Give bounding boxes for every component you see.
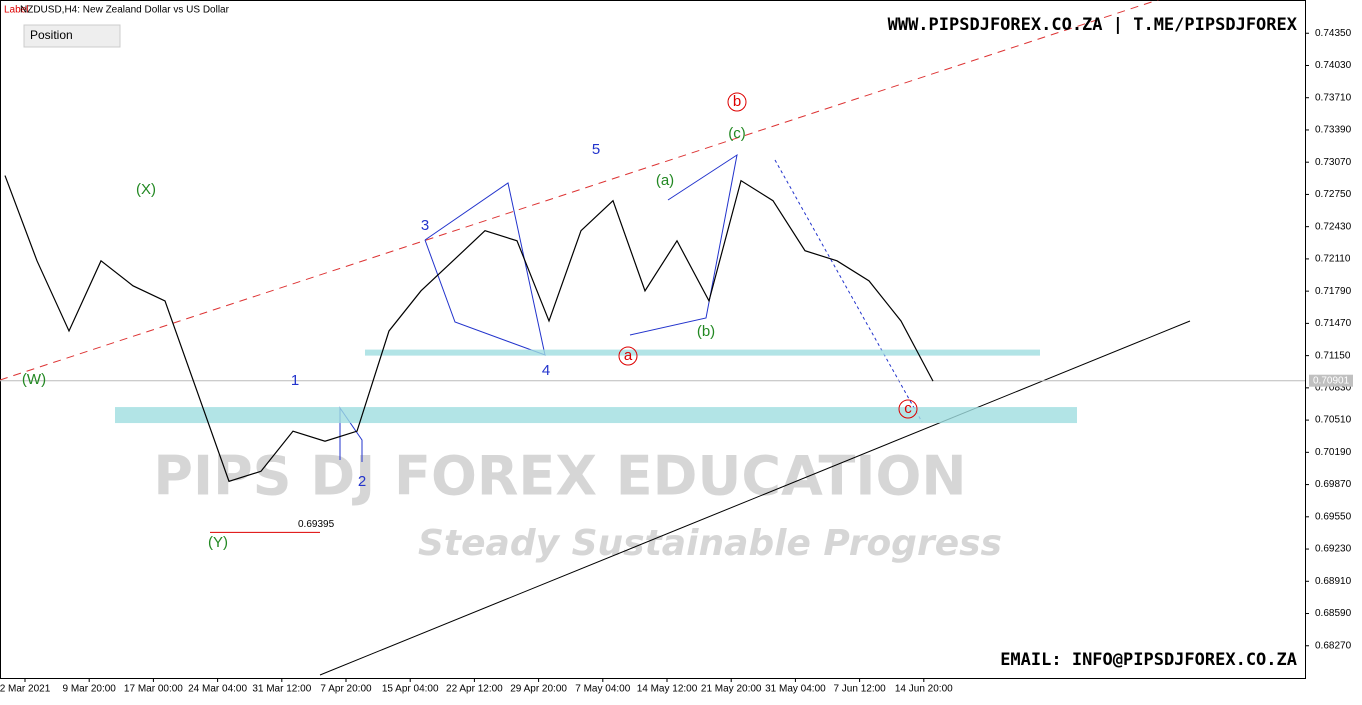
support-zone (365, 349, 1040, 356)
y-tick-label: 0.74350 (1315, 28, 1352, 39)
watermark: PIPS DJ FOREX EDUCATION (153, 445, 966, 508)
position-label[interactable]: Position (30, 28, 73, 42)
wave-line (774, 159, 923, 423)
y-tick-label: 0.72750 (1315, 189, 1352, 200)
wave-label: (W) (22, 371, 46, 388)
wave-label: a (624, 347, 633, 364)
label-tag: Label (4, 5, 28, 16)
y-tick-label: 0.72430 (1315, 221, 1352, 232)
wave-label: 2 (358, 473, 366, 490)
wave-label: (c) (728, 125, 746, 142)
x-tick-label: 14 Jun 20:00 (895, 684, 953, 695)
footer: EMAIL: INFO@PIPSDJFOREX.CO.ZA (1000, 650, 1297, 670)
x-tick-label: 24 Mar 04:00 (188, 684, 247, 695)
wave-label: 5 (592, 141, 600, 158)
y-tick-label: 0.73710 (1315, 92, 1352, 103)
y-tick-label: 0.70190 (1315, 447, 1352, 458)
wave-box (339, 406, 363, 462)
y-tick-label: 0.68590 (1315, 608, 1352, 619)
wave-box (629, 153, 738, 336)
y-tick-label: 0.71470 (1315, 318, 1352, 329)
wave-label: 4 (542, 362, 550, 379)
y-tick-label: 0.72110 (1315, 254, 1351, 265)
wave-label: c (904, 400, 912, 417)
y-tick-label: 0.74030 (1315, 60, 1352, 71)
x-tick-label: 15 Apr 04:00 (382, 684, 439, 695)
wave-label: 1 (291, 372, 299, 389)
y-tick-label: 0.68910 (1315, 576, 1352, 587)
x-tick-label: 9 Mar 20:00 (63, 684, 117, 695)
wave-circle (727, 92, 747, 112)
wave-label: b (733, 93, 741, 110)
x-tick-label: 7 Apr 20:00 (320, 684, 372, 695)
support-zone (115, 407, 1077, 424)
trend-line (319, 320, 1191, 676)
x-tick-label: 7 Jun 12:00 (833, 684, 886, 695)
y-tick-label: 0.69870 (1315, 479, 1352, 490)
header: WWW.PIPSDJFOREX.CO.ZA | T.ME/PIPSDJFOREX (888, 15, 1298, 35)
channel-line (0, 0, 1160, 381)
y-tick-label: 0.70510 (1315, 415, 1352, 426)
x-tick-label: 22 Apr 12:00 (446, 684, 503, 695)
position-button[interactable] (23, 24, 121, 48)
y-tick-label: 0.73390 (1315, 125, 1352, 136)
x-tick-label: 29 Apr 20:00 (510, 684, 567, 695)
wave-circle (618, 346, 638, 366)
chart-title: NZDUSD,H4: New Zealand Dollar vs US Doll… (20, 5, 230, 16)
wave-label: (Y) (208, 534, 228, 551)
y-tick-label: 0.73070 (1315, 157, 1352, 168)
wave-label: (a) (656, 172, 674, 189)
x-tick-label: 7 May 04:00 (575, 684, 630, 695)
y-tick-label: 0.71790 (1315, 286, 1352, 297)
y-tick-label: 0.68270 (1315, 640, 1352, 651)
price-line (4, 175, 934, 483)
wave-label: 3 (421, 217, 429, 234)
wave-circle (898, 399, 918, 419)
y-tick-label: 0.69230 (1315, 544, 1352, 555)
wave-label: (X) (136, 181, 156, 198)
x-tick-label: 17 Mar 00:00 (124, 684, 183, 695)
x-tick-label: 31 May 04:00 (765, 684, 826, 695)
x-tick-label: 31 Mar 12:00 (252, 684, 311, 695)
low-level-label: 0.69395 (298, 519, 335, 530)
y-tick-label: 0.70830 (1315, 383, 1352, 394)
x-tick-label: 14 May 12:00 (637, 684, 698, 695)
y-tick-label: 0.69550 (1315, 511, 1352, 522)
current-price-label: 0.70901 (1313, 375, 1350, 386)
y-tick-label: 0.71150 (1315, 350, 1351, 361)
plot-frame (0, 0, 1306, 679)
x-tick-label: 21 May 20:00 (701, 684, 762, 695)
watermark-sub: Steady Sustainable Progress (418, 523, 1002, 564)
x-tick-label: 2 Mar 2021 (0, 684, 51, 695)
wave-label: (b) (697, 323, 715, 340)
current-price-box (1309, 374, 1353, 387)
